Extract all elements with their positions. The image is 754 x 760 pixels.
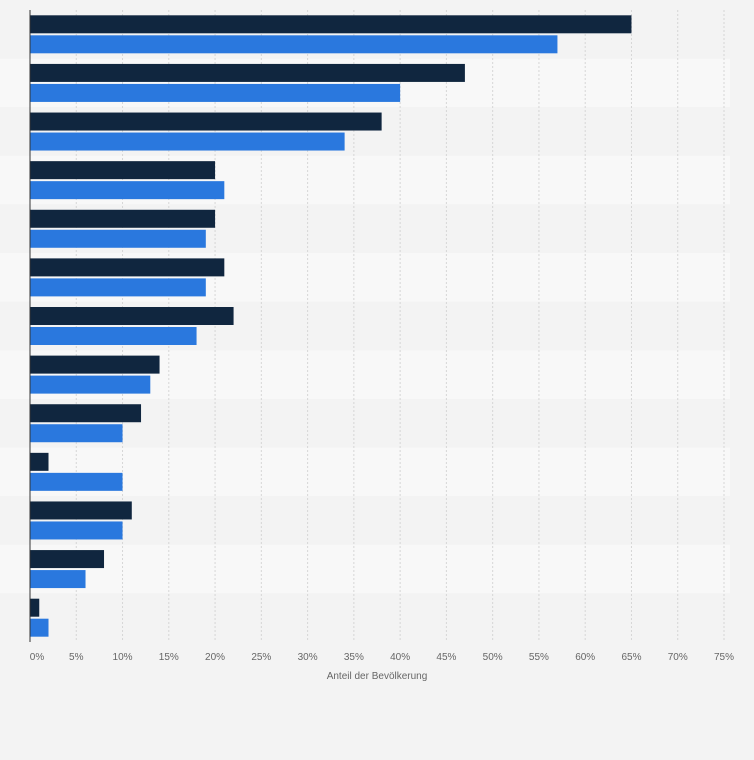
bar-series2[interactable] xyxy=(30,570,86,589)
x-tick-label: 60% xyxy=(575,652,595,663)
bar-series1[interactable] xyxy=(30,404,142,423)
bar-series1[interactable] xyxy=(30,209,216,228)
bar-series1[interactable] xyxy=(30,63,465,82)
bar-series1[interactable] xyxy=(30,501,132,520)
x-tick-label: 35% xyxy=(344,652,364,663)
x-tick-label: 75% xyxy=(714,652,734,663)
bar-series2[interactable] xyxy=(30,35,558,54)
bar-series1[interactable] xyxy=(30,112,382,131)
bar-series2[interactable] xyxy=(30,83,401,102)
row-band xyxy=(0,593,730,642)
bar-series1[interactable] xyxy=(30,15,632,34)
bar-series2[interactable] xyxy=(30,132,345,151)
bar-series1[interactable] xyxy=(30,550,105,569)
row-band xyxy=(0,544,730,594)
x-tick-label: 50% xyxy=(483,652,503,663)
bar-series1[interactable] xyxy=(30,598,40,617)
x-tick-label: 10% xyxy=(113,652,133,663)
bar-series2[interactable] xyxy=(30,181,225,200)
bar-series1[interactable] xyxy=(30,161,216,180)
x-tick-label: 45% xyxy=(436,652,456,663)
x-tick-label: 5% xyxy=(69,652,84,663)
bar-series2[interactable] xyxy=(30,278,206,297)
bar-series2[interactable] xyxy=(30,472,123,491)
bar-series2[interactable] xyxy=(30,521,123,540)
bar-series2[interactable] xyxy=(30,424,123,443)
bar-series2[interactable] xyxy=(30,327,197,345)
x-tick-label: 40% xyxy=(390,652,410,663)
x-axis-label: Anteil der Bevölkerung xyxy=(327,671,428,682)
bar-series2[interactable] xyxy=(30,229,206,248)
x-tick-label: 55% xyxy=(529,652,549,663)
x-tick-label: 15% xyxy=(159,652,179,663)
x-tick-label: 70% xyxy=(668,652,688,663)
bar-series1[interactable] xyxy=(30,258,225,277)
bar-series2[interactable] xyxy=(30,618,49,637)
x-tick-label: 20% xyxy=(205,652,225,663)
bar-series1[interactable] xyxy=(30,355,160,374)
x-tick-label: 0% xyxy=(30,652,45,663)
x-tick-label: 25% xyxy=(251,652,271,663)
bar-series1[interactable] xyxy=(30,307,234,325)
x-tick-label: 30% xyxy=(298,652,318,663)
bar-series1[interactable] xyxy=(30,452,49,471)
bar-series2[interactable] xyxy=(30,375,151,394)
x-tick-label: 65% xyxy=(621,652,641,663)
